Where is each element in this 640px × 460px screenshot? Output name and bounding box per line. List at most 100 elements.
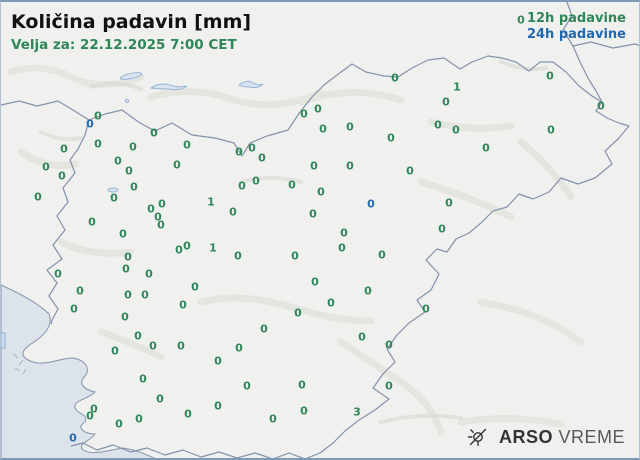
station-value: 0 (110, 191, 118, 205)
station-value: 0 (260, 322, 268, 336)
legend: 12h padavine 24h padavine (527, 11, 626, 43)
station-value: 0 (248, 141, 256, 155)
station-value: 0 (141, 288, 149, 302)
station-value: 0 (252, 174, 260, 188)
station-value: 0 (191, 280, 199, 294)
station-value: 0 (88, 215, 96, 229)
station-value: 0 (378, 248, 386, 262)
station-value: 0 (338, 241, 346, 255)
station-value: 0 (445, 196, 453, 210)
arso-branding: ARSO VREME (465, 425, 625, 450)
station-value: 0 (119, 227, 127, 241)
station-value: 0 (70, 302, 78, 316)
station-value: 0 (125, 164, 133, 178)
station-value: 0 (156, 392, 164, 406)
station-value: 0 (291, 249, 299, 263)
station-value: 0 (147, 202, 155, 216)
station-value: 0 (319, 122, 327, 136)
station-value: 0 (311, 275, 319, 289)
station-value: 0 (183, 239, 191, 253)
station-value: 0 (317, 185, 325, 199)
station-value: 0 (184, 407, 192, 421)
station-value: 0 (129, 140, 137, 154)
station-value: 0 (387, 131, 395, 145)
station-value: 0 (130, 180, 138, 194)
station-value: 0 (229, 205, 237, 219)
station-value: 0 (34, 190, 42, 204)
station-value: 0 (173, 158, 181, 172)
station-value: 0 (327, 296, 335, 310)
station-value: 0 (154, 210, 162, 224)
station-value: 0 (300, 107, 308, 121)
station-value: 3 (353, 405, 361, 419)
station-value: 0 (183, 138, 191, 152)
sun-logo-icon (467, 428, 487, 447)
station-value: 0 (121, 310, 129, 324)
station-value: 0 (346, 120, 354, 134)
station-value: 0 (258, 151, 266, 165)
station-value: 0 (288, 178, 296, 192)
station-value: 0 (58, 169, 66, 183)
station-value: 0 (294, 306, 302, 320)
station-value: 0 (214, 354, 222, 368)
station-value: 0 (340, 226, 348, 240)
map-header: Količina padavin [mm] Velja za: 22.12.20… (11, 10, 251, 54)
station-value: 0 (124, 250, 132, 264)
station-value: 0 (546, 69, 554, 83)
station-value: 0 (111, 344, 119, 358)
station-value: 0 (86, 409, 94, 423)
station-value: 0 (309, 207, 317, 221)
station-value: 0 (269, 412, 277, 426)
station-value: 0 (391, 71, 399, 85)
brand-arso: ARSO (498, 427, 553, 447)
station-value: 0 (158, 197, 166, 211)
station-value: 0 (482, 141, 490, 155)
station-value: 0 (177, 339, 185, 353)
station-value: 0 (406, 164, 414, 178)
station-value: 0 (134, 329, 142, 343)
station-value: 0 (214, 399, 222, 413)
valid-time-label: Velja za: 22.12.2025 7:00 CET (11, 37, 237, 53)
station-value: 0 (238, 179, 246, 193)
station-value: 0 (150, 126, 158, 140)
station-value: 0 (517, 13, 525, 27)
station-value: 0 (86, 117, 94, 131)
station-value: 0 (135, 412, 143, 426)
brand-vreme: VREME (558, 427, 625, 447)
sea-area (1, 284, 156, 458)
station-value: 0 (76, 284, 84, 298)
station-value: 0 (422, 302, 430, 316)
station-value: 1 (453, 80, 461, 94)
station-value: 0 (115, 417, 123, 431)
station-value: 0 (145, 267, 153, 281)
station-value: 0 (367, 197, 375, 211)
station-value: 0 (358, 330, 366, 344)
station-value: 0 (90, 402, 98, 416)
station-value: 0 (434, 118, 442, 132)
station-value: 1 (207, 195, 215, 209)
station-value: 0 (438, 222, 446, 236)
station-value: 0 (385, 379, 393, 393)
station-value: 0 (54, 267, 62, 281)
station-value: 1 (209, 241, 217, 255)
page-title: Količina padavin [mm] (11, 11, 252, 33)
station-value: 0 (234, 249, 242, 263)
station-value: 0 (364, 284, 372, 298)
station-value: 0 (114, 154, 122, 168)
brand-wordmark: ARSO VREME (499, 427, 625, 448)
station-value: 0 (69, 431, 77, 445)
station-value: 0 (157, 218, 165, 232)
station-value: 0 (346, 159, 354, 173)
station-value: 0 (124, 288, 132, 302)
station-value: 0 (298, 378, 306, 392)
station-value: 0 (179, 298, 187, 312)
station-value: 0 (94, 137, 102, 151)
station-value: 0 (314, 102, 322, 116)
station-value: 0 (235, 341, 243, 355)
station-value: 0 (597, 99, 605, 113)
station-value: 0 (149, 339, 157, 353)
station-value: 0 (300, 404, 308, 418)
